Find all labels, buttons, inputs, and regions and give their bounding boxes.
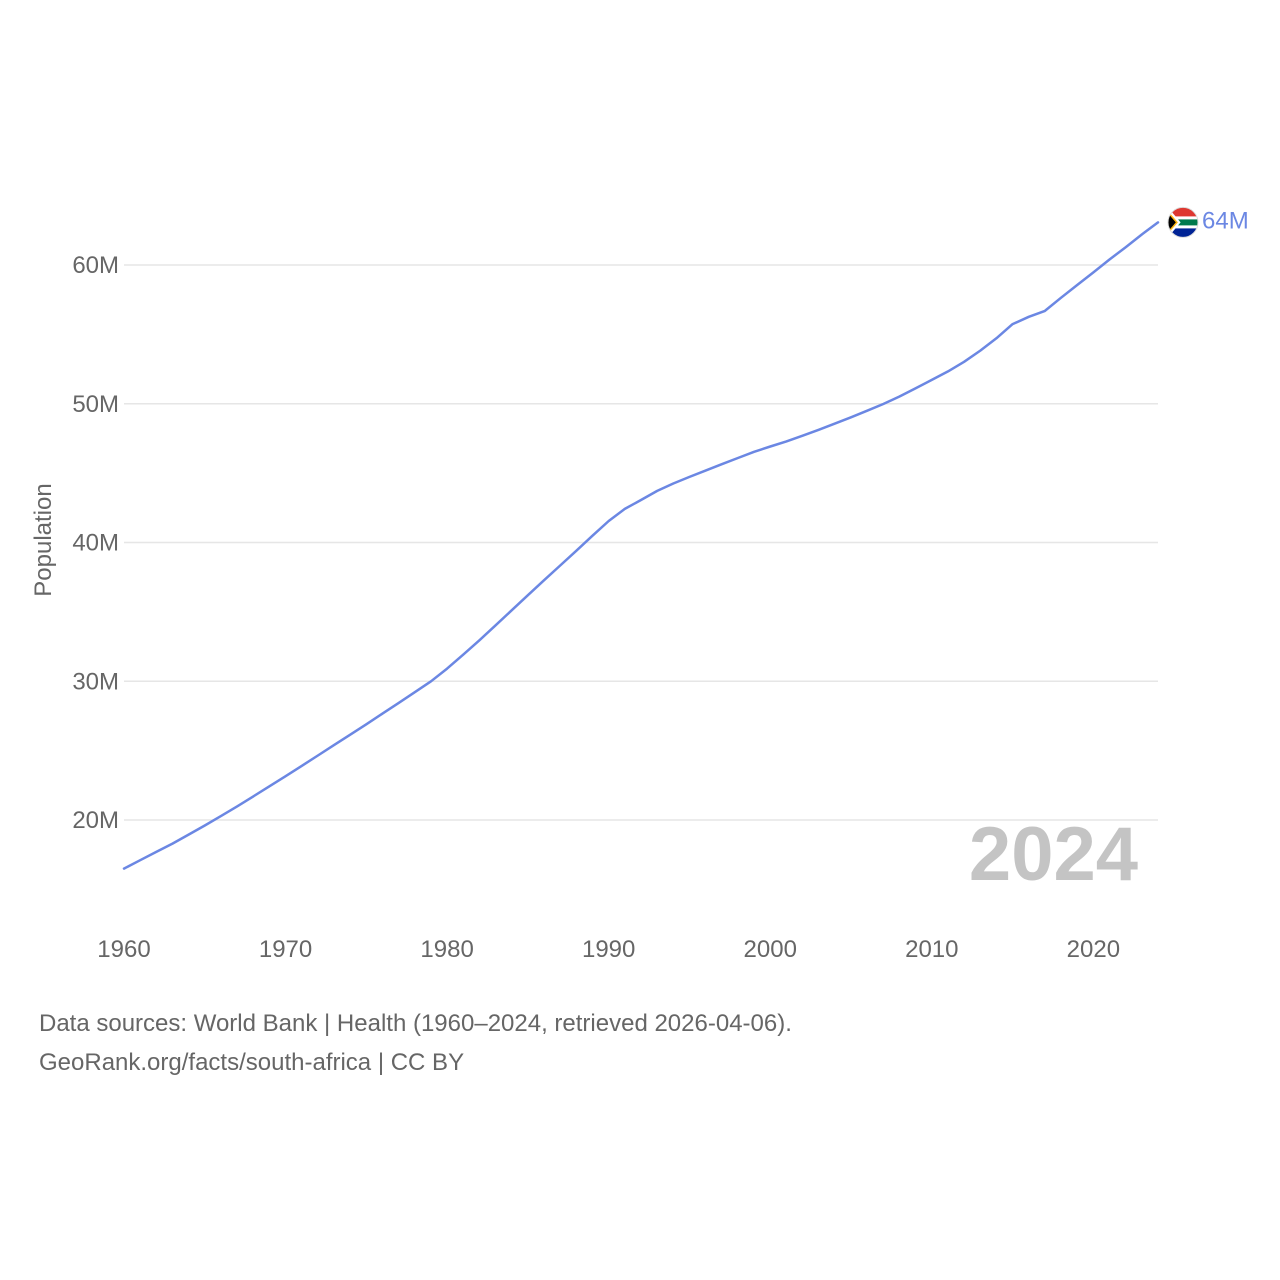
x-tick-label: 1970 <box>259 936 312 963</box>
chart-footer: Data sources: World Bank | Health (1960–… <box>39 1004 792 1082</box>
data-sources-text: Data sources: World Bank | Health (1960–… <box>39 1010 792 1037</box>
series-end-value-label: 64M <box>1202 207 1249 234</box>
y-tick-label: 60M <box>72 252 119 279</box>
x-tick-label: 2020 <box>1067 936 1120 963</box>
x-tick-label: 1980 <box>420 936 473 963</box>
y-axis-title: Population <box>30 483 57 596</box>
x-tick-label: 1990 <box>582 936 635 963</box>
attribution-text: GeoRank.org/facts/south-africa | CC BY <box>39 1049 465 1076</box>
x-tick-label: 1960 <box>97 936 150 963</box>
x-tick-label: 2000 <box>744 936 797 963</box>
y-axis-ticks: 20M 30M 40M 50M 60M <box>72 252 119 834</box>
x-tick-label: 2010 <box>905 936 958 963</box>
flag-black-triangle <box>1168 213 1176 232</box>
population-chart: 20M 30M 40M 50M 60M 1960 1970 1980 1990 2000 2010… <box>30 206 1249 963</box>
x-axis-ticks: 1960 1970 1980 1990 2000 2010 2020 <box>97 936 1120 963</box>
grid-lines <box>124 264 1158 821</box>
south-africa-flag-icon <box>1167 206 1199 238</box>
series-line-south-africa <box>122 221 1160 870</box>
current-year-label: 2024 <box>969 812 1138 897</box>
y-tick-label: 40M <box>72 530 119 557</box>
y-tick-label: 30M <box>72 668 119 695</box>
flag-ring <box>1167 206 1199 238</box>
flag-green-band <box>1168 219 1198 226</box>
y-tick-label: 50M <box>72 391 119 418</box>
y-tick-label: 20M <box>72 807 119 834</box>
